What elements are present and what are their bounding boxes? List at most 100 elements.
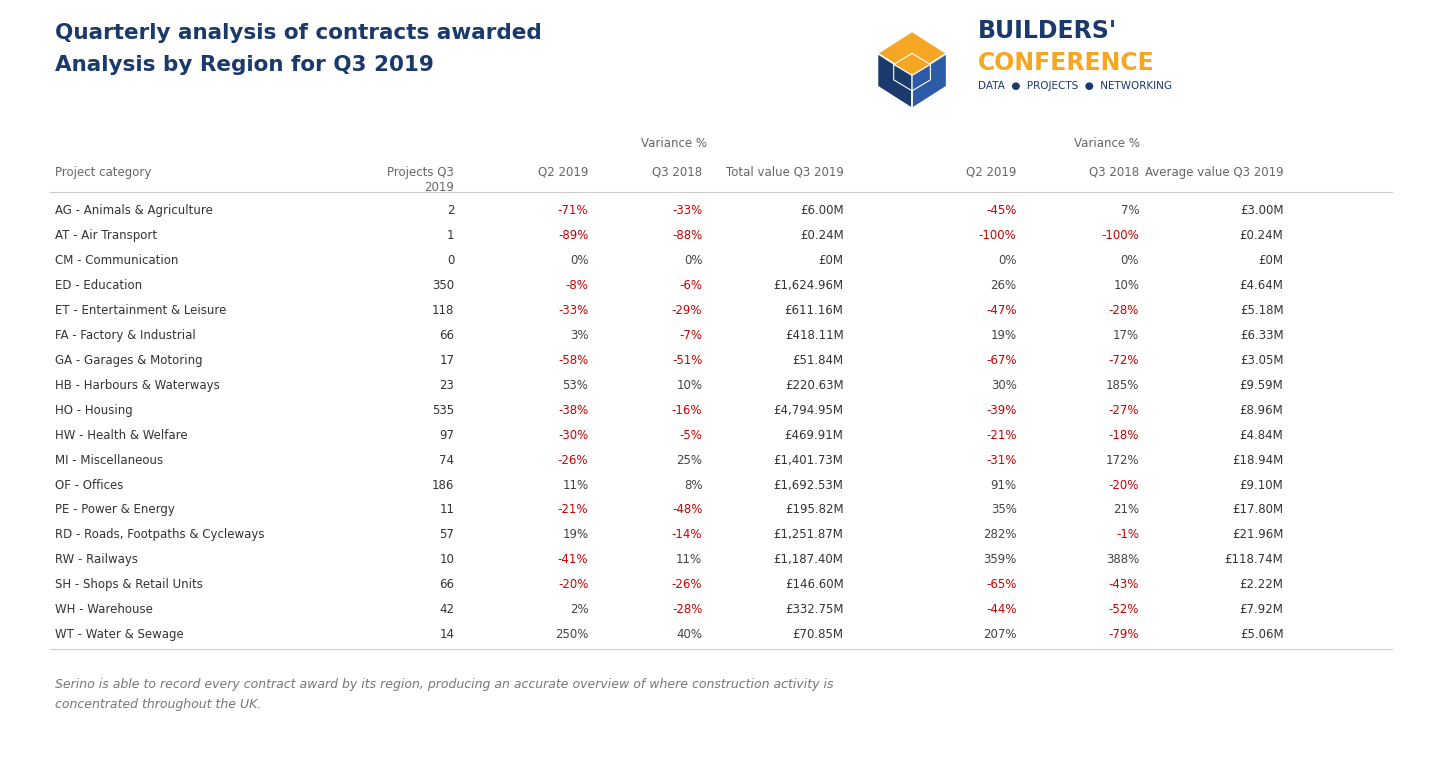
Text: 2%: 2% bbox=[570, 603, 588, 616]
Text: 172%: 172% bbox=[1106, 454, 1139, 466]
Polygon shape bbox=[877, 53, 911, 109]
Text: -7%: -7% bbox=[679, 329, 702, 342]
Text: 30%: 30% bbox=[991, 379, 1017, 392]
Text: £4,794.95M: £4,794.95M bbox=[773, 403, 844, 416]
Text: -27%: -27% bbox=[1109, 403, 1139, 416]
Text: 0%: 0% bbox=[570, 254, 588, 267]
Text: GA - Garages & Motoring: GA - Garages & Motoring bbox=[55, 354, 202, 367]
Text: AT - Air Transport: AT - Air Transport bbox=[55, 229, 157, 242]
Text: 66: 66 bbox=[440, 578, 454, 591]
Text: 10%: 10% bbox=[1113, 279, 1139, 291]
Text: 11%: 11% bbox=[562, 479, 588, 492]
Text: £4.84M: £4.84M bbox=[1240, 428, 1283, 441]
Text: -100%: -100% bbox=[979, 229, 1017, 242]
Text: £0.24M: £0.24M bbox=[800, 229, 844, 242]
Text: -16%: -16% bbox=[672, 403, 702, 416]
Text: 17%: 17% bbox=[1113, 329, 1139, 342]
Text: Serino is able to record every contract award by its region, producing an accura: Serino is able to record every contract … bbox=[55, 677, 833, 711]
Text: 250%: 250% bbox=[555, 629, 588, 642]
Text: £1,692.53M: £1,692.53M bbox=[774, 479, 844, 492]
Polygon shape bbox=[911, 53, 946, 109]
Text: Project category: Project category bbox=[55, 166, 151, 179]
Text: HW - Health & Welfare: HW - Health & Welfare bbox=[55, 428, 187, 441]
Text: AG - Animals & Agriculture: AG - Animals & Agriculture bbox=[55, 204, 212, 217]
Text: BUILDERS': BUILDERS' bbox=[978, 19, 1116, 43]
Text: -48%: -48% bbox=[672, 504, 702, 517]
Polygon shape bbox=[894, 65, 911, 91]
Text: £3.00M: £3.00M bbox=[1240, 204, 1283, 217]
Text: -41%: -41% bbox=[558, 553, 588, 566]
Text: 21%: 21% bbox=[1113, 504, 1139, 517]
Text: 35%: 35% bbox=[991, 504, 1017, 517]
Text: 535: 535 bbox=[433, 403, 454, 416]
Polygon shape bbox=[877, 31, 946, 75]
Text: -30%: -30% bbox=[558, 428, 588, 441]
Text: Variance %: Variance % bbox=[642, 137, 707, 150]
Text: £9.59M: £9.59M bbox=[1240, 379, 1283, 392]
Text: £1,251.87M: £1,251.87M bbox=[774, 528, 844, 541]
Text: 91%: 91% bbox=[991, 479, 1017, 492]
Text: RW - Railways: RW - Railways bbox=[55, 553, 138, 566]
Text: -6%: -6% bbox=[679, 279, 702, 291]
Text: -38%: -38% bbox=[558, 403, 588, 416]
Text: £0M: £0M bbox=[1259, 254, 1283, 267]
Text: 282%: 282% bbox=[983, 528, 1017, 541]
Text: £2.22M: £2.22M bbox=[1240, 578, 1283, 591]
Text: Variance %: Variance % bbox=[1074, 137, 1139, 150]
Text: 207%: 207% bbox=[983, 629, 1017, 642]
Text: £6.33M: £6.33M bbox=[1240, 329, 1283, 342]
Text: FA - Factory & Industrial: FA - Factory & Industrial bbox=[55, 329, 196, 342]
Text: CONFERENCE: CONFERENCE bbox=[978, 51, 1155, 75]
Text: 14: 14 bbox=[440, 629, 454, 642]
Text: ED - Education: ED - Education bbox=[55, 279, 141, 291]
Text: -21%: -21% bbox=[986, 428, 1017, 441]
Text: Q2 2019: Q2 2019 bbox=[538, 166, 588, 179]
Text: 19%: 19% bbox=[562, 528, 588, 541]
Text: £195.82M: £195.82M bbox=[784, 504, 844, 517]
Text: RD - Roads, Footpaths & Cycleways: RD - Roads, Footpaths & Cycleways bbox=[55, 528, 264, 541]
Text: -72%: -72% bbox=[1109, 354, 1139, 367]
Text: DATA  ●  PROJECTS  ●  NETWORKING: DATA ● PROJECTS ● NETWORKING bbox=[978, 81, 1172, 91]
Text: 66: 66 bbox=[440, 329, 454, 342]
Text: £0M: £0M bbox=[819, 254, 844, 267]
Text: -18%: -18% bbox=[1109, 428, 1139, 441]
Text: Q3 2018: Q3 2018 bbox=[652, 166, 702, 179]
Text: -26%: -26% bbox=[672, 578, 702, 591]
Text: -43%: -43% bbox=[1109, 578, 1139, 591]
Text: Average value Q3 2019: Average value Q3 2019 bbox=[1145, 166, 1283, 179]
Text: 0%: 0% bbox=[1120, 254, 1139, 267]
Text: 19%: 19% bbox=[991, 329, 1017, 342]
Text: -100%: -100% bbox=[1102, 229, 1139, 242]
Text: 57: 57 bbox=[440, 528, 454, 541]
Text: £3.05M: £3.05M bbox=[1240, 354, 1283, 367]
Text: £18.94M: £18.94M bbox=[1231, 454, 1283, 466]
Text: -71%: -71% bbox=[558, 204, 588, 217]
Text: -58%: -58% bbox=[558, 354, 588, 367]
Text: 11: 11 bbox=[440, 504, 454, 517]
Text: -52%: -52% bbox=[1109, 603, 1139, 616]
Text: 26%: 26% bbox=[991, 279, 1017, 291]
Text: Quarterly analysis of contracts awarded: Quarterly analysis of contracts awarded bbox=[55, 23, 542, 43]
Text: 10: 10 bbox=[440, 553, 454, 566]
Text: -20%: -20% bbox=[1109, 479, 1139, 492]
Text: £220.63M: £220.63M bbox=[784, 379, 844, 392]
Polygon shape bbox=[911, 65, 930, 91]
Text: -33%: -33% bbox=[558, 304, 588, 317]
Polygon shape bbox=[894, 53, 930, 75]
Text: £118.74M: £118.74M bbox=[1224, 553, 1283, 566]
Text: £4.64M: £4.64M bbox=[1240, 279, 1283, 291]
Text: £70.85M: £70.85M bbox=[793, 629, 844, 642]
Text: WT - Water & Sewage: WT - Water & Sewage bbox=[55, 629, 183, 642]
Text: HO - Housing: HO - Housing bbox=[55, 403, 133, 416]
Text: £17.80M: £17.80M bbox=[1233, 504, 1283, 517]
Text: -33%: -33% bbox=[672, 204, 702, 217]
Text: 8%: 8% bbox=[684, 479, 702, 492]
Text: 0: 0 bbox=[447, 254, 454, 267]
Text: SH - Shops & Retail Units: SH - Shops & Retail Units bbox=[55, 578, 203, 591]
Text: HB - Harbours & Waterways: HB - Harbours & Waterways bbox=[55, 379, 219, 392]
Text: £7.92M: £7.92M bbox=[1240, 603, 1283, 616]
Text: -79%: -79% bbox=[1109, 629, 1139, 642]
Text: £418.11M: £418.11M bbox=[784, 329, 844, 342]
Text: Total value Q3 2019: Total value Q3 2019 bbox=[725, 166, 844, 179]
Text: Q2 2019: Q2 2019 bbox=[966, 166, 1017, 179]
